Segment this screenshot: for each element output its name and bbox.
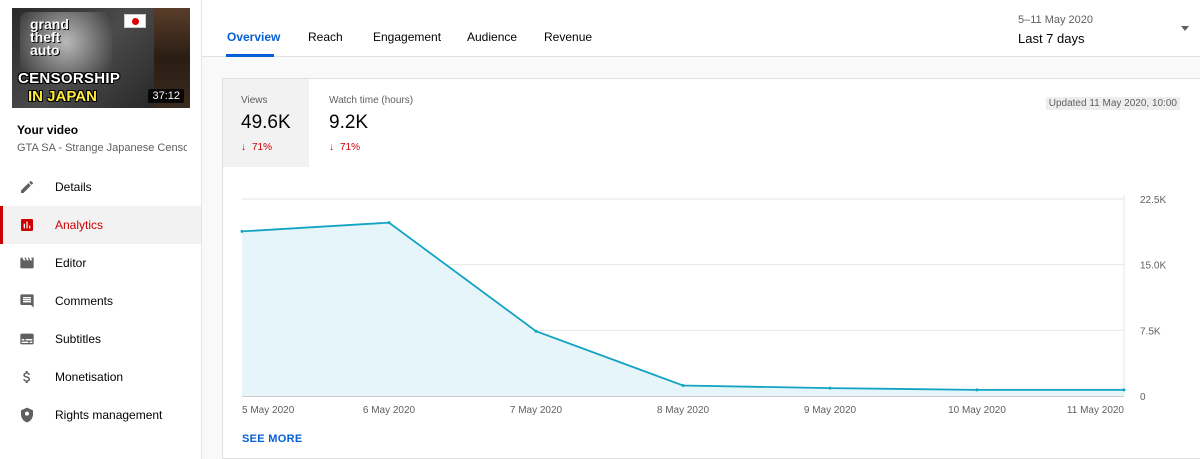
sidebar-item-editor[interactable]: Editor — [0, 244, 201, 282]
tab-overview[interactable]: Overview — [227, 30, 281, 44]
sidebar-item-comments[interactable]: Comments — [0, 282, 201, 320]
y-tick-label: 0 — [1140, 392, 1146, 403]
metric-value: 49.6K — [241, 112, 291, 133]
analytics-card: Views 49.6K ↓ 71% Watch time (hours) 9.2K… — [222, 78, 1200, 459]
sidebar-nav: Details Analytics Editor Comments — [0, 168, 201, 434]
film-icon — [18, 254, 36, 272]
date-range-dates: 5–11 May 2020 — [1018, 14, 1094, 26]
metric-watch-time[interactable]: Watch time (hours) 9.2K ↓ 71% — [311, 79, 431, 167]
sidebar-item-label: Rights management — [55, 408, 163, 422]
views-chart[interactable]: 0 7.5K 15.0K 22.5K 5 May 2020 6 May 2020 7 May… — [223, 167, 1200, 417]
x-tick-label: 11 May 2020 — [1067, 405, 1125, 416]
video-thumbnail[interactable]: grand theft auto CENSORSHIP IN JAPAN 37:… — [12, 8, 190, 108]
sidebar-item-label: Subtitles — [55, 332, 102, 346]
y-tick-label: 7.5K — [1140, 326, 1161, 337]
video-title[interactable]: GTA SA - Strange Japanese Censor... — [17, 142, 187, 154]
x-tick-label: 8 May 2020 — [657, 405, 710, 416]
sidebar-item-label: Monetisation — [55, 370, 124, 384]
tab-audience[interactable]: Audience — [467, 30, 518, 44]
y-tick-label: 15.0K — [1140, 261, 1166, 272]
active-tab-indicator — [226, 54, 274, 57]
data-point — [240, 229, 244, 233]
metric-label: Views — [241, 95, 268, 106]
x-tick-label: 7 May 2020 — [510, 405, 563, 416]
sidebar-item-details[interactable]: Details — [0, 168, 201, 206]
x-tick-label: 10 May 2020 — [948, 405, 1006, 416]
metric-change: ↓ 71% — [329, 142, 361, 153]
updated-timestamp: Updated 11 May 2020, 10:00 — [1045, 97, 1180, 110]
series-area — [242, 222, 1124, 396]
data-point — [387, 221, 391, 225]
subtitles-icon — [18, 330, 36, 348]
arrow-down-icon: ↓ — [241, 142, 246, 153]
data-point — [681, 383, 685, 387]
analytics-tabs: Overview Reach Engagement Audience Reven… — [202, 0, 1200, 57]
video-duration: 37:12 — [148, 89, 184, 103]
thumbnail-title-line2: IN JAPAN — [28, 88, 97, 105]
analytics-icon — [18, 216, 36, 234]
x-tick-label: 9 May 2020 — [804, 405, 857, 416]
data-point — [534, 329, 538, 333]
japan-flag-icon — [124, 14, 146, 28]
x-tick-label: 5 May 2020 — [242, 405, 295, 416]
sidebar-item-monetisation[interactable]: Monetisation — [0, 358, 201, 396]
sidebar-item-label: Comments — [55, 294, 114, 308]
your-video-label: Your video — [17, 123, 79, 137]
metric-label: Watch time (hours) — [329, 95, 414, 106]
sidebar-item-rights-management[interactable]: Rights management — [0, 396, 201, 434]
sidebar-item-subtitles[interactable]: Subtitles — [0, 320, 201, 358]
sidebar: grand theft auto CENSORSHIP IN JAPAN 37:… — [0, 0, 202, 459]
metric-views[interactable]: Views 49.6K ↓ 71% — [223, 79, 309, 167]
sidebar-item-label: Analytics — [55, 218, 104, 232]
dollar-icon — [18, 368, 36, 386]
data-point — [1122, 388, 1126, 392]
pencil-icon — [18, 178, 36, 196]
y-tick-label: 22.5K — [1140, 195, 1166, 206]
tab-revenue[interactable]: Revenue — [544, 30, 593, 44]
thumbnail-title-line1: CENSORSHIP — [18, 70, 121, 87]
game-logo: grand theft auto — [20, 12, 112, 72]
sidebar-item-label: Editor — [55, 256, 87, 270]
arrow-down-icon: ↓ — [329, 142, 334, 153]
caret-down-icon[interactable] — [1181, 26, 1189, 31]
date-range-label: Last 7 days — [1018, 31, 1085, 46]
metric-change: ↓ 71% — [241, 142, 273, 153]
data-point — [975, 388, 979, 392]
see-more-link[interactable]: SEE MORE — [242, 433, 303, 445]
sidebar-item-analytics[interactable]: Analytics — [0, 206, 201, 244]
data-point — [828, 386, 832, 390]
tab-reach[interactable]: Reach — [308, 30, 343, 44]
shield-icon — [18, 406, 36, 424]
comment-icon — [18, 292, 36, 310]
tab-engagement[interactable]: Engagement — [373, 30, 442, 44]
metric-value: 9.2K — [329, 112, 369, 133]
sidebar-item-label: Details — [55, 180, 92, 194]
x-tick-label: 6 May 2020 — [363, 405, 416, 416]
